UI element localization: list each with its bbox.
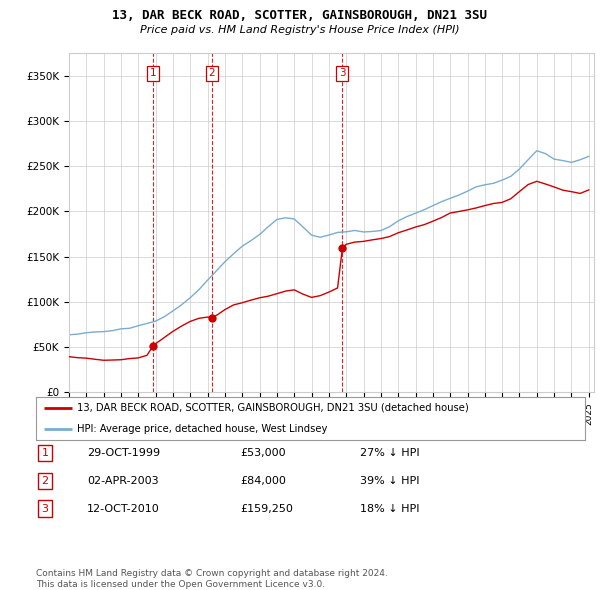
Text: £53,000: £53,000 (240, 448, 286, 458)
Text: HPI: Average price, detached house, West Lindsey: HPI: Average price, detached house, West… (77, 424, 328, 434)
Text: 3: 3 (339, 68, 346, 78)
Text: £84,000: £84,000 (240, 476, 286, 486)
Text: 02-APR-2003: 02-APR-2003 (87, 476, 158, 486)
Text: 1: 1 (149, 68, 156, 78)
Text: 39% ↓ HPI: 39% ↓ HPI (360, 476, 419, 486)
Text: 13, DAR BECK ROAD, SCOTTER, GAINSBOROUGH, DN21 3SU (detached house): 13, DAR BECK ROAD, SCOTTER, GAINSBOROUGH… (77, 403, 469, 412)
Text: 2: 2 (41, 476, 49, 486)
Text: Contains HM Land Registry data © Crown copyright and database right 2024.
This d: Contains HM Land Registry data © Crown c… (36, 569, 388, 589)
Text: 27% ↓ HPI: 27% ↓ HPI (360, 448, 419, 458)
Text: 29-OCT-1999: 29-OCT-1999 (87, 448, 160, 458)
Text: 1: 1 (41, 448, 49, 458)
Text: Price paid vs. HM Land Registry's House Price Index (HPI): Price paid vs. HM Land Registry's House … (140, 25, 460, 35)
Text: £159,250: £159,250 (240, 504, 293, 513)
Text: 13, DAR BECK ROAD, SCOTTER, GAINSBOROUGH, DN21 3SU: 13, DAR BECK ROAD, SCOTTER, GAINSBOROUGH… (113, 9, 487, 22)
Text: 2: 2 (209, 68, 215, 78)
Text: 12-OCT-2010: 12-OCT-2010 (87, 504, 160, 513)
Text: 18% ↓ HPI: 18% ↓ HPI (360, 504, 419, 513)
Text: 3: 3 (41, 504, 49, 513)
